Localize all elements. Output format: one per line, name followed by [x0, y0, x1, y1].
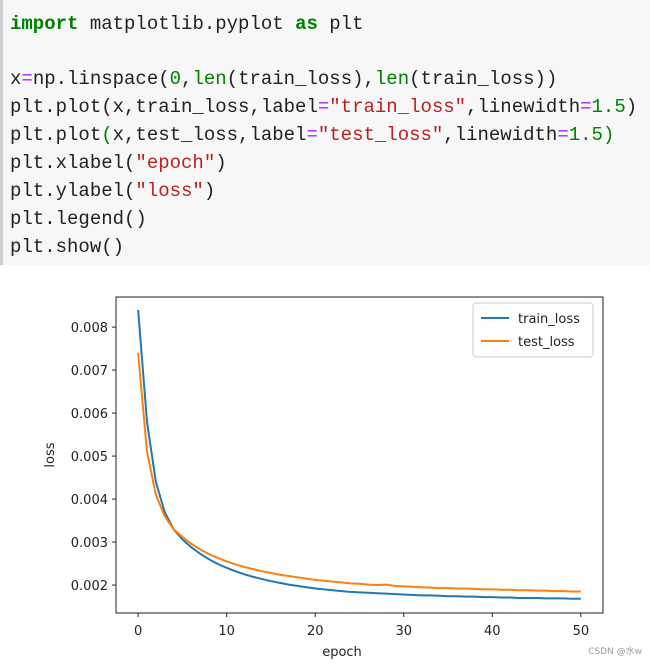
code-token: plt.ylabel(: [10, 180, 135, 202]
code-token: as: [295, 13, 318, 35]
code-line: plt.legend(): [10, 208, 147, 230]
code-token: plt.show(): [10, 236, 124, 258]
code-token: plt.plot(x,train_loss,label: [10, 96, 318, 118]
y-tick-label: 0.002: [71, 579, 108, 594]
code-token: =: [306, 124, 317, 146]
code-token: ,linewidth: [466, 96, 580, 118]
watermark: CSDN @水w: [588, 645, 642, 657]
code-line: import matplotlib.pyplot as plt: [10, 13, 363, 35]
code-token: np.linspace(: [33, 68, 170, 90]
code-cell: [0, 0, 650, 265]
code-line: plt.xlabel("epoch"): [10, 152, 227, 174]
code-token: plt: [318, 13, 364, 35]
code-block: import matplotlib.pyplot as pltx=np.lins…: [10, 13, 637, 258]
y-tick-label: 0.004: [71, 493, 108, 508]
code-token: (train_loss)): [409, 68, 557, 90]
y-axis-label: loss: [43, 442, 58, 467]
code-token: 0: [170, 68, 181, 90]
cell-border: [0, 0, 3, 265]
code-line: plt.plot(x,train_loss,label="train_loss"…: [10, 96, 637, 118]
y-tick-label: 0.003: [71, 536, 108, 551]
x-tick-label: 40: [484, 624, 501, 639]
code-token: 1.5: [592, 96, 626, 118]
code-token: (: [101, 124, 112, 146]
code-line: plt.show(): [10, 236, 124, 258]
x-axis-label: epoch: [322, 645, 362, 660]
code-token: len: [375, 68, 409, 90]
code-token: "train_loss": [329, 96, 466, 118]
x-tick-label: 10: [218, 624, 235, 639]
chart: epoch loss 0.002 0.003 0.004 0.005 0.006 0.00…: [43, 296, 604, 660]
code-token: ,linewidth: [443, 124, 557, 146]
code-token: ): [626, 96, 637, 118]
code-token: x: [10, 68, 21, 90]
code-token: =: [580, 96, 591, 118]
code-token: plt.plot: [10, 124, 101, 146]
code-token: "loss": [135, 180, 203, 202]
code-token: =: [21, 68, 32, 90]
code-token: matplotlib.pyplot: [78, 13, 295, 35]
code-token: ): [204, 180, 215, 202]
legend-box: [472, 302, 594, 358]
code-token: "test_loss": [318, 124, 443, 146]
code-token: import: [10, 13, 78, 35]
code-line: plt.plot(x,test_loss,label="test_loss",l…: [10, 124, 614, 146]
y-tick-label: 0.007: [71, 364, 108, 379]
code-token: ): [215, 152, 226, 174]
x-tick-label: 0: [134, 624, 142, 639]
code-token: ): [603, 124, 614, 146]
code-token: 1.5: [569, 124, 603, 146]
x-tick-label: 20: [307, 624, 324, 639]
code-token: =: [557, 124, 568, 146]
series-line: [137, 309, 581, 600]
legend-label: train_loss: [518, 312, 580, 327]
x-tick-label: 50: [573, 624, 590, 639]
series-line: [137, 352, 581, 593]
code-token: =: [318, 96, 329, 118]
legend-label: test_loss: [518, 335, 575, 350]
y-tick-label: 0.006: [71, 407, 108, 422]
code-token: plt.xlabel(: [10, 152, 135, 174]
code-token: "epoch": [135, 152, 215, 174]
code-token: ,: [181, 68, 192, 90]
y-tick-label: 0.005: [71, 450, 108, 465]
code-token: x,test_loss,label: [113, 124, 307, 146]
code-line: plt.ylabel("loss"): [10, 180, 215, 202]
y-tick-label: 0.008: [71, 321, 108, 336]
code-token: plt.legend(): [10, 208, 147, 230]
x-tick-label: 30: [395, 624, 412, 639]
code-token: (train_loss),: [227, 68, 375, 90]
code-line: x=np.linspace(0,len(train_loss),len(trai…: [10, 68, 557, 90]
code-token: len: [192, 68, 226, 90]
